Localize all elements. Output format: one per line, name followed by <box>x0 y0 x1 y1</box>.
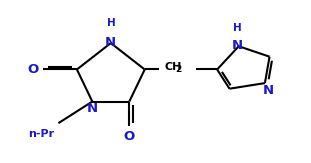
Text: CH: CH <box>164 62 182 72</box>
Text: H: H <box>233 23 242 33</box>
Text: O: O <box>27 63 38 76</box>
Text: n-Pr: n-Pr <box>28 129 54 139</box>
Text: H: H <box>107 18 116 28</box>
Text: N: N <box>87 102 98 115</box>
Text: 2: 2 <box>175 66 181 74</box>
Text: O: O <box>124 130 135 143</box>
Text: N: N <box>262 84 274 97</box>
Text: N: N <box>232 39 244 52</box>
Text: N: N <box>105 36 116 49</box>
